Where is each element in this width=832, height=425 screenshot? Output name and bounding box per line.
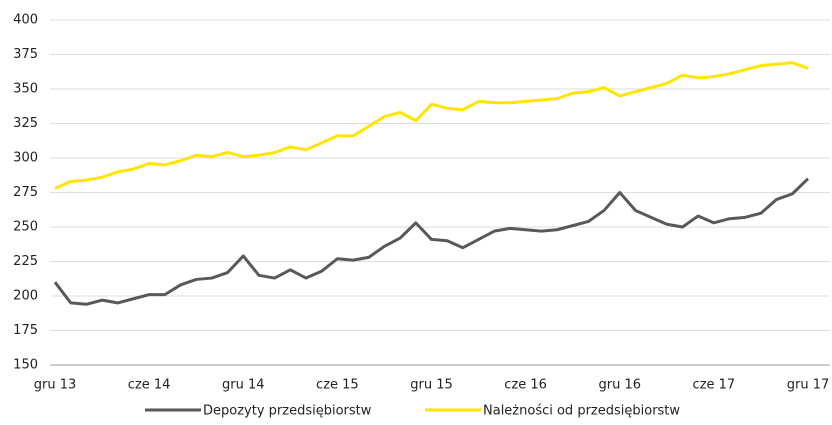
y-tick-label: 200 [13, 289, 38, 304]
y-tick-label: 350 [13, 82, 38, 97]
x-tick-label: cze 17 [693, 378, 736, 393]
y-tick-label: 325 [13, 116, 38, 131]
y-tick-label: 275 [13, 185, 38, 200]
y-tick-label: 250 [13, 220, 38, 235]
x-tick-label: gru 14 [222, 378, 265, 393]
y-tick-label: 225 [13, 254, 38, 269]
x-tick-label: gru 13 [34, 378, 77, 393]
y-tick-label: 175 [13, 323, 38, 338]
x-tick-label: cze 16 [504, 378, 547, 393]
data-line [53, 177, 810, 306]
x-tick-label: gru 16 [598, 378, 641, 393]
y-tick-label: 300 [13, 151, 38, 166]
legend-label: Depozyty przedsiębiorstw [203, 404, 372, 419]
x-tick-label: gru 15 [410, 378, 453, 393]
y-tick-label: 150 [13, 358, 38, 373]
y-tick-label: 375 [13, 47, 38, 62]
x-tick-label: gru 17 [787, 378, 830, 393]
y-tick-label: 400 [13, 13, 38, 28]
data-line [54, 61, 809, 190]
legend-label: Należności od przedsiębiorstw [483, 404, 680, 419]
x-tick-label: cze 14 [128, 378, 171, 393]
x-tick-label: cze 15 [316, 378, 359, 393]
